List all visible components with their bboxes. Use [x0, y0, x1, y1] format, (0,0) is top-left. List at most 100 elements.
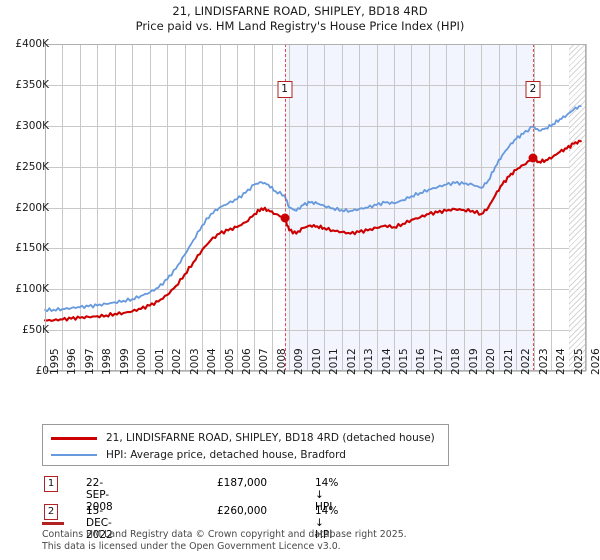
series-line-hpi [44, 105, 582, 313]
gridline-horizontal [45, 330, 586, 332]
x-axis-tick-label: 2018 [450, 348, 463, 375]
gridline-vertical [498, 44, 500, 371]
footer-line-1: Contains HM Land Registry data © Crown c… [42, 529, 407, 540]
gridline-vertical [428, 44, 430, 371]
x-axis-tick-label: 2003 [188, 348, 201, 375]
gridline-vertical [463, 44, 465, 371]
x-axis-tick-label: 2002 [171, 348, 184, 375]
x-axis-tick-label: 2022 [520, 348, 533, 375]
sale-marker-line-2 [532, 44, 534, 371]
x-axis-tick-label: 2005 [223, 348, 236, 375]
x-axis-tick-label: 2025 [572, 348, 585, 375]
gridline-vertical [236, 44, 238, 371]
title-line-2: Price paid vs. HM Land Registry's House … [135, 19, 465, 33]
y-axis-tick-label: £50K [22, 324, 49, 337]
x-axis-tick-label: 2013 [363, 348, 376, 375]
x-axis-tick-label: 1996 [66, 348, 79, 375]
transaction-date-2: 15-DEC-2022 [86, 505, 113, 541]
gridline-horizontal [45, 166, 586, 168]
gridline-vertical [551, 44, 553, 371]
legend-swatch-hpi [51, 454, 97, 456]
future-projection-region [568, 44, 586, 371]
sale-point-2[interactable] [528, 153, 538, 163]
gridline-vertical [341, 44, 343, 371]
gridline-vertical [114, 44, 116, 371]
x-axis-tick-label: 2026 [590, 348, 600, 375]
x-axis-tick-label: 2010 [310, 348, 323, 375]
transaction-index-2: 2 [44, 504, 58, 520]
sale-marker-line-1 [284, 44, 286, 371]
x-axis-tick-label: 2020 [485, 348, 498, 375]
gridline-horizontal [45, 125, 586, 127]
gridline-vertical [394, 44, 396, 371]
gridline-vertical [149, 44, 151, 371]
gridline-horizontal [45, 289, 586, 291]
legend-item-0: 21, LINDISFARNE ROAD, SHIPLEY, BD18 4RD … [51, 429, 435, 447]
transaction-price-1: £187,000 [217, 477, 268, 489]
transaction-price-2: £260,000 [217, 505, 268, 517]
sale-marker-label-2[interactable]: 2 [525, 81, 541, 98]
footer-attribution: Contains HM Land Registry data © Crown c… [42, 529, 562, 552]
legend-label-hpi: HPI: Average price, detached house, Brad… [106, 449, 346, 461]
x-axis-tick-label: 2024 [555, 348, 568, 375]
gridline-vertical [533, 44, 535, 371]
transaction-hpi-delta-1: 14% ↓ HPI [315, 477, 339, 513]
sale-point-1[interactable] [280, 213, 290, 223]
x-axis-tick-label: 2006 [240, 348, 253, 375]
gridline-vertical [167, 44, 169, 371]
x-axis-tick-label: 2015 [398, 348, 411, 375]
gridline-vertical [97, 44, 99, 371]
gridline-vertical [516, 44, 518, 371]
gridline-horizontal [45, 207, 586, 209]
page-title: 21, LINDISFARNE ROAD, SHIPLEY, BD18 4RD … [0, 4, 600, 34]
x-axis-tick-label: 2021 [502, 348, 515, 375]
gridline-vertical [132, 44, 134, 371]
series-layer [43, 105, 582, 322]
series-line-price-paid [43, 139, 582, 322]
gridline-horizontal [45, 84, 586, 86]
x-axis-tick-label: 2019 [467, 348, 480, 375]
gridline-vertical [271, 44, 273, 371]
legend-label-price-paid: 21, LINDISFARNE ROAD, SHIPLEY, BD18 4RD … [106, 432, 435, 444]
sale-marker-label-1[interactable]: 1 [277, 81, 293, 98]
gridline-vertical [202, 44, 204, 371]
x-axis-tick-label: 2009 [293, 348, 306, 375]
gridline-vertical [481, 44, 483, 371]
x-axis-tick-label: 2007 [258, 348, 271, 375]
y-axis-tick-label: £150K [15, 242, 49, 255]
x-axis-tick-label: 2016 [415, 348, 428, 375]
gridline-vertical [446, 44, 448, 371]
x-axis-tick-label: 1995 [49, 348, 61, 375]
gridline-horizontal [45, 371, 586, 372]
x-axis-tick-label: 2012 [345, 348, 358, 375]
y-axis-tick-label: £100K [15, 283, 49, 296]
x-axis-tick-label: 1997 [83, 348, 96, 375]
x-axis-tick-label: 2014 [380, 348, 393, 375]
chart-legend: 21, LINDISFARNE ROAD, SHIPLEY, BD18 4RD … [42, 424, 449, 466]
gridline-vertical [254, 44, 256, 371]
gridline-vertical [306, 44, 308, 371]
x-axis-tick-label: 2008 [275, 348, 288, 375]
x-axis-tick-label: 2001 [153, 348, 166, 375]
x-axis-tick-label: 2023 [537, 348, 550, 375]
x-axis-tick-label: 2004 [206, 348, 219, 375]
transaction-date-1: 22-SEP-2008 [86, 477, 113, 513]
footer-accent-bar [42, 522, 64, 525]
y-axis-tick-label: £300K [15, 119, 49, 132]
gridline-vertical [586, 44, 587, 371]
gridline-vertical [411, 44, 413, 371]
x-axis-tick-label: 2017 [432, 348, 445, 375]
title-line-1: 21, LINDISFARNE ROAD, SHIPLEY, BD18 4RD [172, 4, 428, 18]
transaction-index-1: 1 [44, 476, 58, 492]
gridline-vertical [324, 44, 326, 371]
x-axis-tick-label: 1998 [101, 348, 114, 375]
y-axis-tick-label: £0 [35, 365, 49, 377]
y-axis-tick-label: £250K [15, 160, 49, 173]
x-axis-tick-label: 1999 [118, 348, 131, 375]
footer-line-2: This data is licensed under the Open Gov… [42, 540, 341, 552]
x-axis-tick-label: 2000 [136, 348, 149, 375]
transaction-hpi-delta-2: 14% ↓ HPI [315, 505, 339, 541]
legend-swatch-price-paid [51, 436, 97, 440]
